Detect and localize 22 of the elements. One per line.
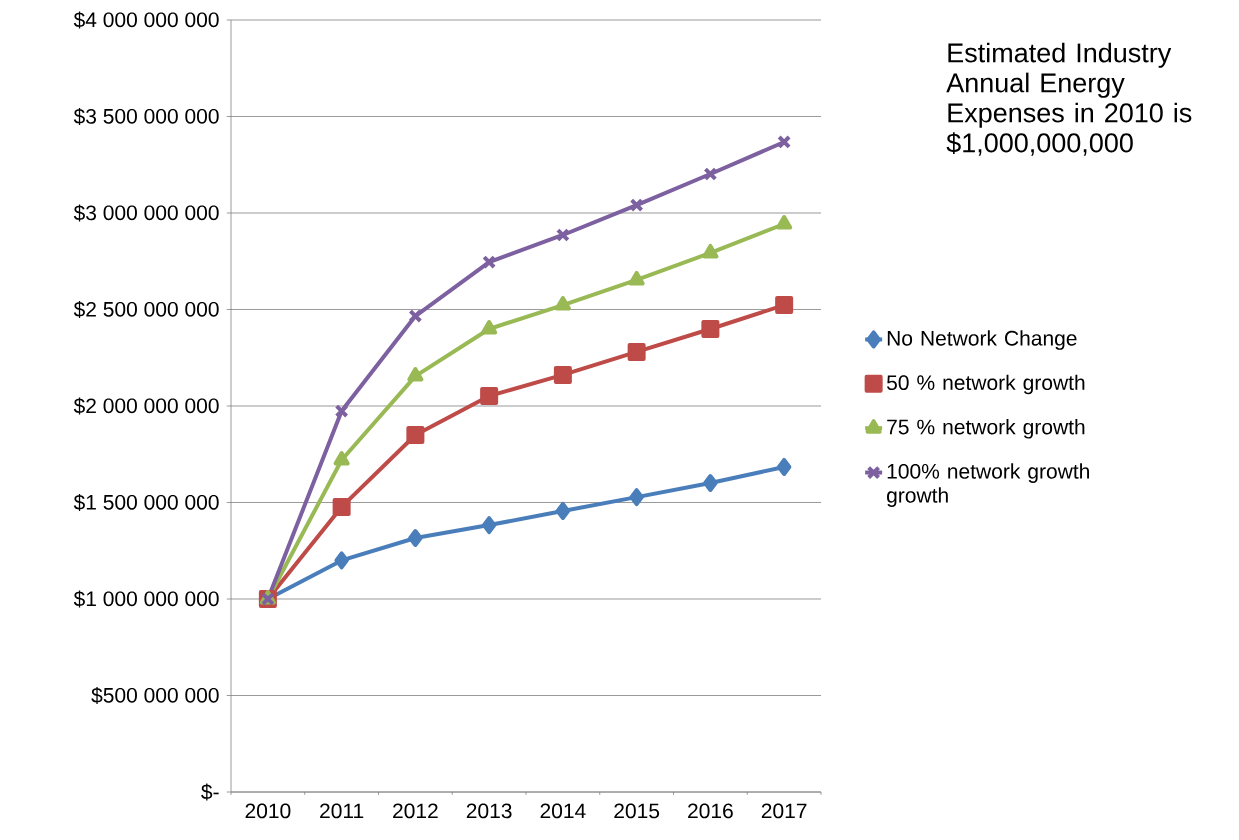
y-tick-label: $1 500 000 000: [73, 494, 219, 511]
y-tick-label: $3 000 000 000: [73, 204, 219, 222]
legend-label: 75 % network growth: [887, 418, 1085, 439]
x-tick-label: 2010: [245, 803, 291, 819]
y-tick-label: $4 000 000 000: [73, 11, 219, 29]
y-tick-label: $1 000 000 000: [73, 590, 219, 608]
text: Estimated Industry Annual Energy Expenses in 2010 is $1,000,000,000: [946, 42, 1192, 156]
x-tick-label: 2011: [320, 803, 364, 819]
y-tick-label: $2 000 000 000: [73, 397, 219, 415]
x-tick-label: 2013: [466, 803, 512, 819]
x-tick-label: 2016: [688, 803, 733, 819]
y-tick-label: $2 500 000 000: [73, 300, 219, 318]
x-tick-label: 2017: [761, 803, 807, 819]
x-tick-label: 2015: [614, 803, 660, 819]
y-tick-label: $500 000 000: [91, 687, 219, 704]
legend-label: 50 % network growth: [886, 374, 1085, 395]
x-tick-label: 2014: [540, 803, 586, 819]
y-tick-label: $3 500 000 000: [73, 107, 219, 125]
legend-label: No Network Change: [887, 330, 1077, 350]
x-tick-label: 2012: [393, 803, 438, 819]
y-tick-label: $-: [201, 783, 219, 801]
legend-label: 100% network growth growth: [887, 463, 1089, 507]
